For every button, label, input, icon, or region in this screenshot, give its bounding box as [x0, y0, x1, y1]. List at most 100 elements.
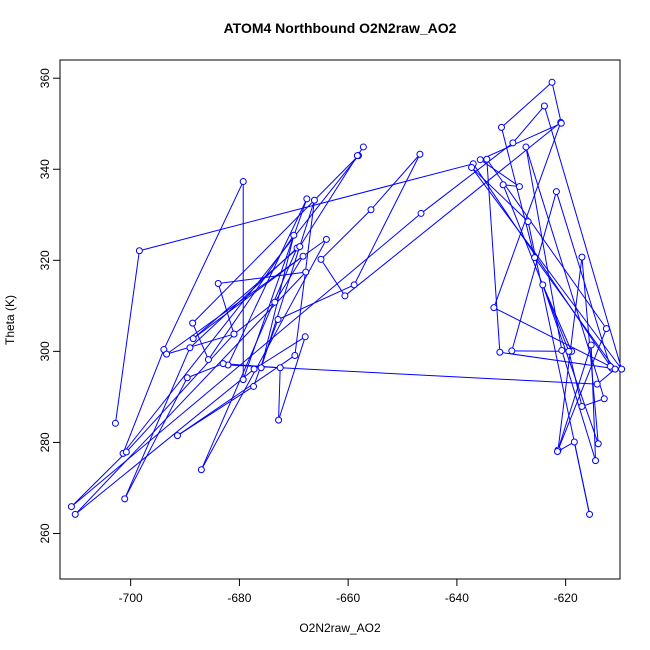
data-point — [476, 156, 484, 164]
data-point — [322, 235, 330, 243]
data-point — [611, 365, 619, 373]
data-point — [497, 123, 505, 131]
series-segment — [299, 155, 358, 247]
series-segment — [139, 163, 474, 252]
series-segment — [124, 377, 188, 500]
series-segment — [200, 239, 327, 470]
series-segment — [542, 284, 573, 352]
x-tick-label: -700 — [119, 591, 143, 605]
data-point — [67, 503, 75, 511]
data-point — [468, 163, 476, 171]
x-axis-label: O2N2raw_AO2 — [299, 621, 381, 635]
series-segment — [294, 200, 315, 356]
data-point — [121, 495, 129, 503]
series-segment — [192, 255, 304, 340]
series-segment — [187, 363, 224, 379]
data-point — [296, 243, 304, 251]
data-point — [275, 416, 283, 424]
data-point — [490, 304, 498, 312]
series-segment — [71, 451, 127, 507]
y-axis: 260 280 300 320 340 360 — [38, 68, 61, 543]
series-segment — [218, 271, 306, 285]
x-tick-label: -660 — [336, 591, 360, 605]
series-segment — [527, 221, 591, 515]
series-segment — [420, 142, 514, 214]
data-point — [303, 195, 311, 203]
series-segment — [114, 250, 140, 424]
data-point — [257, 364, 265, 372]
series-segment — [223, 363, 281, 369]
series-segment — [278, 367, 281, 421]
data-point — [197, 466, 205, 474]
series-segment — [534, 257, 616, 370]
series-segment — [122, 155, 359, 454]
data-point — [71, 510, 79, 518]
data-point — [186, 344, 194, 352]
series-segment — [471, 167, 623, 370]
data-point — [163, 350, 171, 358]
data-point — [183, 374, 191, 382]
series-segment — [344, 121, 562, 297]
data-point — [189, 335, 197, 343]
series-segment — [242, 198, 308, 380]
data-point — [593, 380, 601, 388]
data-point — [618, 365, 626, 373]
series-segment — [590, 344, 597, 461]
data-point — [290, 231, 298, 239]
y-tick-label: 260 — [38, 523, 52, 543]
series-segment — [471, 167, 529, 222]
series-segment — [200, 247, 298, 470]
data-point — [540, 102, 548, 110]
data-point — [594, 440, 602, 448]
data-point — [499, 181, 507, 189]
data-point — [578, 402, 586, 410]
series-segment — [543, 105, 623, 370]
series-segment — [192, 322, 209, 360]
data-point — [276, 364, 284, 372]
series-segment — [501, 81, 553, 128]
data-point — [522, 143, 530, 151]
series-segment — [525, 146, 563, 351]
x-tick-label: -620 — [554, 591, 578, 605]
data-point — [592, 457, 600, 465]
series-segment — [320, 209, 372, 260]
series-segment — [278, 336, 306, 421]
data-point — [416, 150, 424, 158]
data-point — [558, 346, 566, 354]
data-point — [587, 341, 595, 349]
series-segment — [551, 82, 562, 124]
data-point — [230, 330, 238, 338]
data-point — [483, 155, 491, 163]
y-axis-label: Theta (K) — [3, 295, 17, 345]
series-segment — [192, 246, 301, 339]
data-point — [602, 325, 610, 333]
series-segment — [166, 333, 235, 355]
data-point — [274, 316, 282, 323]
series-segment — [124, 347, 191, 500]
data-point — [548, 78, 556, 86]
y-tick-label: 300 — [38, 341, 52, 361]
series-segment — [581, 257, 599, 444]
data-point — [214, 280, 222, 288]
data-point — [173, 432, 181, 440]
data-point — [310, 196, 318, 204]
data-point — [509, 139, 517, 147]
series-segment — [502, 184, 570, 352]
data-point — [122, 448, 130, 456]
series-segment — [163, 181, 244, 350]
data-point — [135, 247, 143, 255]
data-point — [204, 356, 212, 364]
data-point — [553, 448, 561, 456]
y-tick-label: 360 — [38, 68, 52, 88]
series-segment — [227, 364, 598, 385]
series-segment — [274, 255, 304, 303]
x-axis: -700 -680 -660 -640 -620 — [119, 578, 578, 605]
series-segment — [217, 283, 235, 335]
series-segment — [277, 284, 355, 320]
data-point — [539, 281, 547, 289]
data-point — [301, 333, 309, 341]
data-point — [557, 119, 565, 127]
